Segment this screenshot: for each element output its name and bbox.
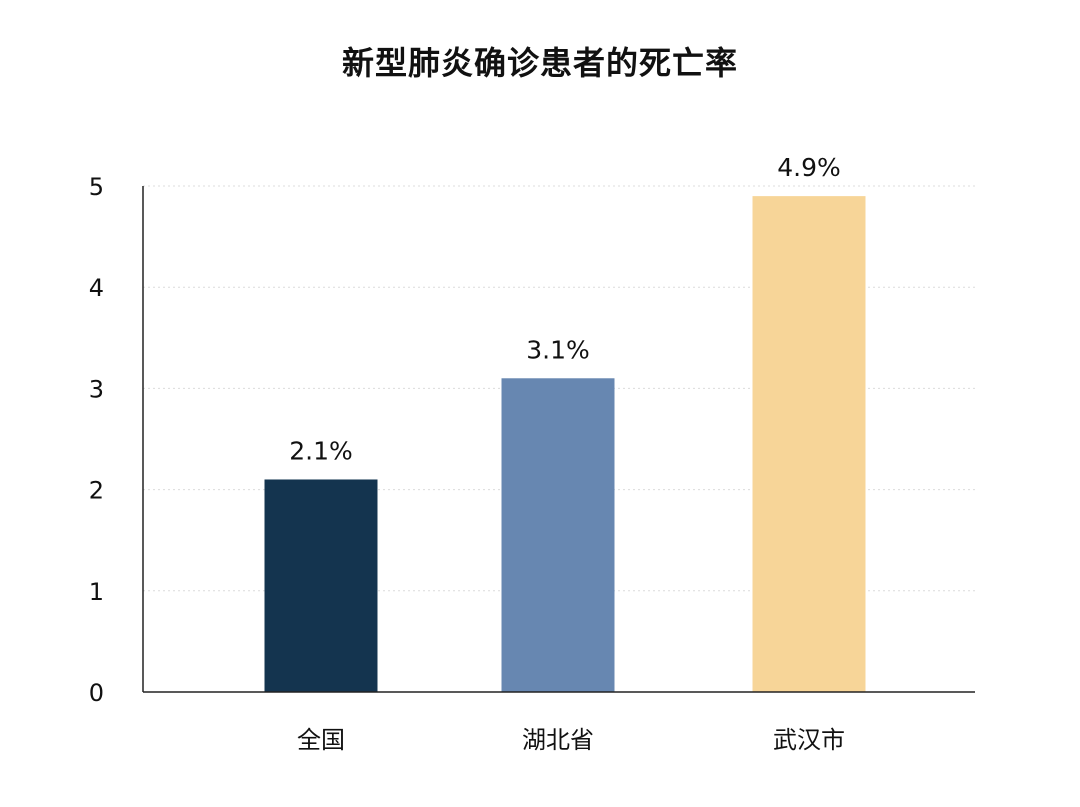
data-label: 3.1% [526, 335, 590, 364]
bar-2 [501, 378, 615, 692]
y-tick-labels: 0 1 2 3 4 5 [89, 173, 104, 707]
bar-3 [752, 196, 866, 692]
data-labels: 2.1% 3.1% 4.9% [289, 153, 841, 465]
y-tick-label: 0 [89, 679, 104, 707]
bar-1 [264, 479, 378, 692]
y-tick-label: 5 [89, 173, 104, 201]
data-label: 4.9% [777, 153, 841, 182]
bars [264, 196, 866, 692]
category-label: 武汉市 [773, 726, 845, 754]
data-label: 2.1% [289, 436, 353, 465]
category-label: 全国 [297, 726, 345, 754]
y-tick-label: 4 [89, 274, 104, 302]
y-tick-label: 1 [89, 578, 104, 606]
chart-title: 新型肺炎确诊患者的死亡率 [341, 44, 738, 82]
y-tick-label: 2 [89, 477, 104, 505]
category-label: 湖北省 [522, 726, 594, 754]
category-labels: 全国 湖北省 武汉市 [297, 726, 845, 754]
y-tick-label: 3 [89, 375, 104, 403]
